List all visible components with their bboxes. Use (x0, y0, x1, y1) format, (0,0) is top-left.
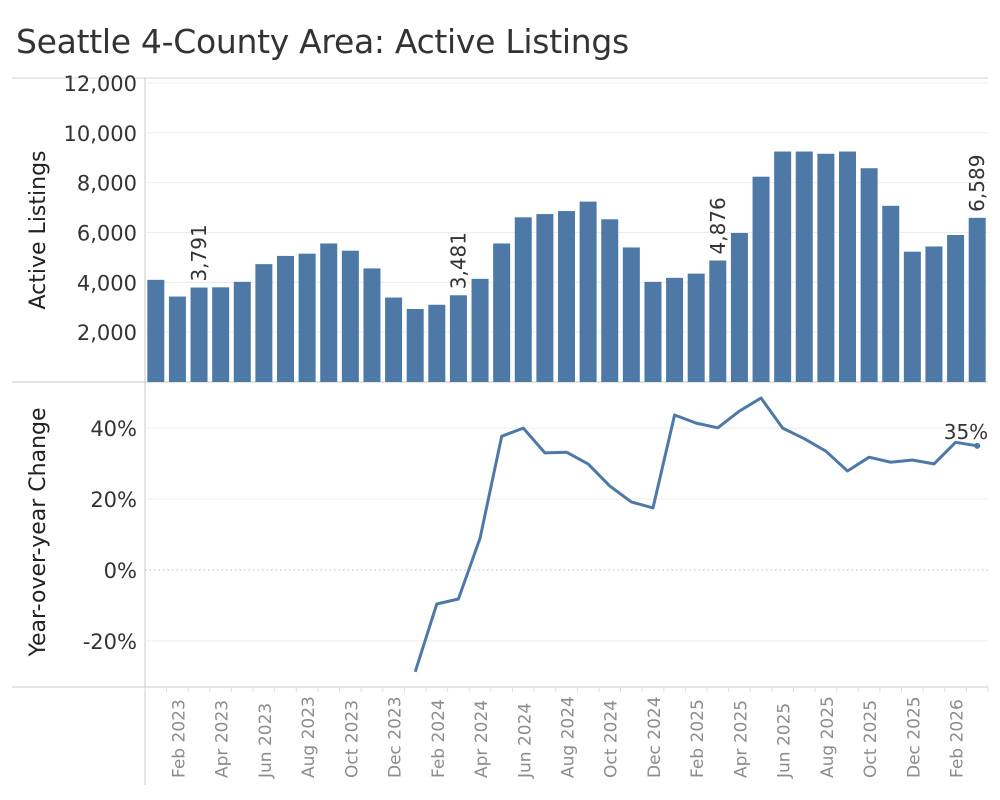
y-tick-label: 2,000 (77, 321, 137, 345)
bar (406, 308, 424, 382)
x-tick-label: Jun 2025 (775, 703, 795, 779)
bar (493, 243, 511, 382)
bar (860, 168, 878, 382)
bar (341, 250, 359, 382)
bar (385, 297, 403, 382)
x-tick-label: Oct 2024 (602, 700, 622, 778)
x-tick-label: Apr 2025 (731, 700, 751, 778)
bar (449, 295, 467, 382)
bar (666, 277, 684, 382)
y-tick-label: 40% (90, 417, 137, 441)
bar (817, 153, 835, 382)
bar (730, 232, 748, 382)
bar (709, 260, 727, 382)
bar (212, 287, 230, 382)
bar (536, 214, 554, 382)
bar (752, 176, 770, 382)
y-tick-label: -20% (83, 630, 137, 654)
bar (839, 151, 856, 382)
bar (514, 217, 532, 382)
x-tick-label: Oct 2025 (861, 700, 881, 778)
chart-title: Seattle 4-County Area: Active Listings (16, 22, 629, 61)
x-tick-label: Feb 2026 (948, 699, 968, 778)
y-axis-title: Active Listings (26, 151, 51, 310)
bar-data-label: 6,589 (965, 155, 989, 212)
bar (168, 296, 186, 382)
bar (579, 201, 597, 382)
bar (687, 273, 705, 382)
bar-data-label: 3,481 (446, 232, 470, 289)
bar (233, 281, 251, 382)
yoy-line (413, 396, 978, 673)
x-tick-label: Jun 2024 (515, 703, 535, 779)
x-tick-label: Oct 2023 (342, 700, 362, 778)
x-tick-label: Feb 2023 (169, 699, 189, 778)
bar (903, 251, 921, 382)
y-axis-title: Year-over-year Change (26, 407, 51, 657)
bar (190, 287, 208, 382)
line-data-label: 35% (944, 420, 988, 444)
x-tick-label: Dec 2024 (645, 696, 665, 778)
x-tick-label: Apr 2023 (213, 700, 233, 778)
bar (947, 234, 965, 382)
y-tick-label: 10,000 (64, 122, 137, 146)
bar (968, 217, 986, 382)
bar (882, 205, 900, 382)
bar (147, 279, 165, 382)
bar (255, 264, 273, 382)
x-tick-label: Jun 2023 (256, 703, 276, 779)
x-tick-label: Dec 2023 (386, 696, 406, 778)
bar (795, 151, 813, 382)
y-tick-label: 4,000 (77, 271, 137, 295)
bar (925, 246, 943, 382)
bar (601, 219, 619, 382)
y-tick-label: 6,000 (77, 222, 137, 246)
bar (471, 278, 489, 382)
x-tick-label: Aug 2023 (299, 696, 319, 778)
bar (298, 253, 316, 382)
y-tick-label: 8,000 (77, 172, 137, 196)
x-tick-label: Dec 2025 (904, 696, 924, 778)
bar (622, 247, 640, 382)
x-tick-label: Feb 2025 (688, 699, 708, 778)
bar (644, 281, 662, 382)
bar (428, 304, 446, 382)
y-tick-label: 12,000 (64, 72, 137, 96)
x-tick-label: Feb 2024 (429, 699, 449, 778)
x-tick-label: Aug 2025 (818, 696, 838, 778)
yoy-end-marker (974, 442, 981, 449)
y-tick-label: 0% (104, 559, 137, 583)
x-tick-label: Aug 2024 (559, 696, 579, 778)
bar-data-label: 3,791 (187, 224, 211, 281)
bar (363, 268, 381, 382)
bar (774, 151, 792, 382)
bar (277, 255, 294, 382)
bar-data-label: 4,876 (706, 197, 730, 254)
y-tick-label: 20% (90, 488, 137, 512)
bar (558, 211, 575, 382)
bar (320, 243, 338, 382)
x-tick-label: Apr 2024 (472, 700, 492, 778)
